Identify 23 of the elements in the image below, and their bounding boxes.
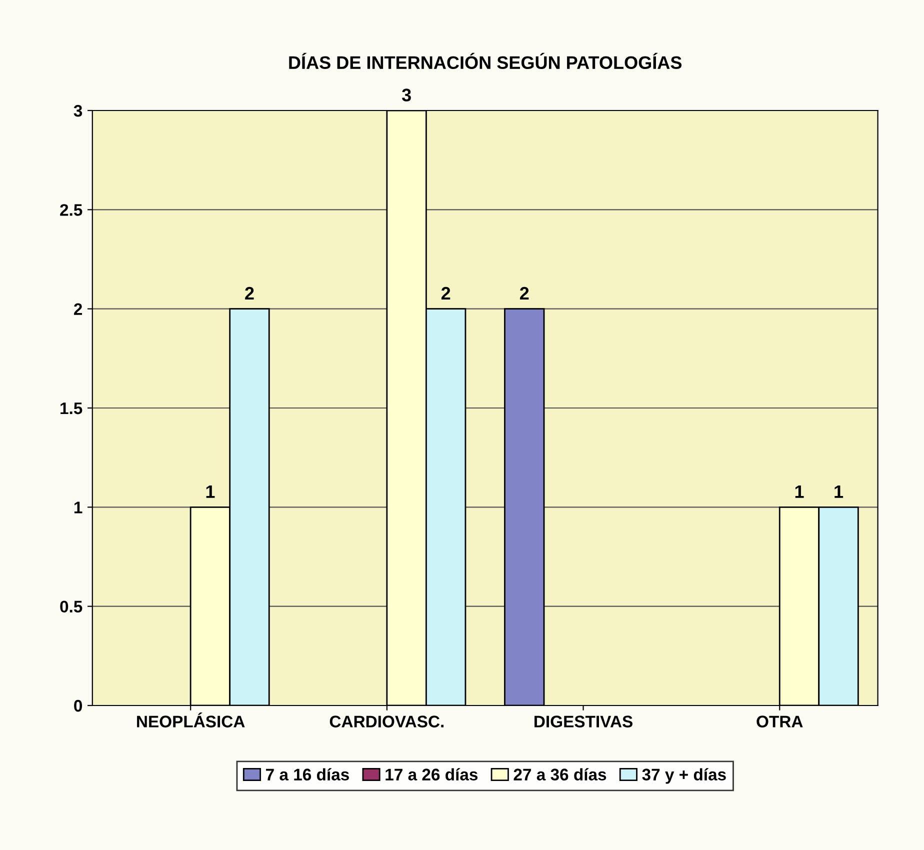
data-label: 3 <box>402 88 411 102</box>
data-label: 1 <box>834 485 844 498</box>
y-tick-label: 0 <box>74 700 82 712</box>
y-tick-label: 0.5 <box>60 600 82 613</box>
y-tick-label: 1 <box>74 502 82 514</box>
data-label: 2 <box>441 286 450 300</box>
x-tick-label: OTRA <box>756 716 803 728</box>
data-label: 1 <box>795 485 804 498</box>
legend-label: 17 a 26 días <box>386 768 478 780</box>
legend-label: 27 a 36 días <box>514 768 606 781</box>
data-label: 2 <box>245 286 254 300</box>
legend-label: 37 y + días <box>642 768 726 784</box>
chart-title: DÍAS DE INTERNACIÓN SEGÚN PATOLOGÍAS <box>289 52 682 70</box>
data-label: 2 <box>520 286 529 300</box>
y-tick-label: 2.5 <box>60 204 82 216</box>
data-label: 1 <box>206 485 215 498</box>
x-tick-label: DIGESTIVAS <box>534 716 632 728</box>
legend-label: 7 a 16 días <box>266 768 349 780</box>
y-tick-label: 2 <box>74 303 82 315</box>
x-tick-label: NEOPLÁSICA <box>137 712 245 728</box>
y-tick-label: 3 <box>74 104 82 117</box>
x-tick-label: CARDIOVASC. <box>330 716 444 728</box>
y-tick-label: 1.5 <box>60 402 82 414</box>
